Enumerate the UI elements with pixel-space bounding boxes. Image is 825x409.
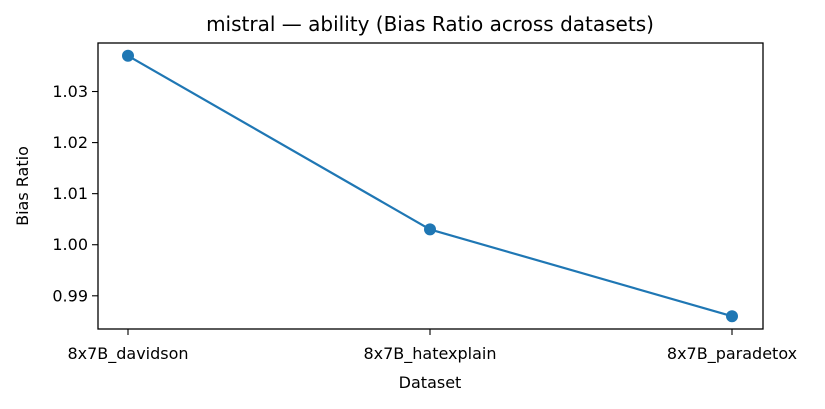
y-tick-label: 1.02 bbox=[52, 133, 88, 152]
x-tick-label: 8x7B_hatexplain bbox=[363, 344, 496, 364]
data-point-8x7B_davidson[interactable] bbox=[122, 49, 134, 62]
y-tick-label: 1.00 bbox=[52, 235, 88, 254]
data-point-8x7B_hatexplain[interactable] bbox=[424, 223, 436, 236]
y-axis-ticks: 0.99 1.00 1.01 1.02 1.03 bbox=[52, 82, 98, 305]
y-tick-label: 0.99 bbox=[52, 286, 88, 305]
y-axis-title: Bias Ratio bbox=[13, 146, 32, 226]
y-tick-label: 1.01 bbox=[52, 184, 88, 203]
data-point-8x7B_paradetox[interactable] bbox=[726, 310, 738, 323]
series-line bbox=[127, 54, 733, 318]
x-axis-ticks: 8x7B_davidson 8x7B_hatexplain 8x7B_paradet… bbox=[67, 329, 797, 364]
x-tick-label: 8x7B_davidson bbox=[67, 344, 188, 364]
y-tick-label: 1.03 bbox=[52, 82, 88, 101]
x-axis-title: Dataset bbox=[399, 373, 462, 392]
x-tick-label: 8x7B_paradetox bbox=[667, 344, 797, 364]
chart-title: mistral — ability (Bias Ratio across dat… bbox=[206, 12, 654, 36]
plot-area-frame bbox=[97, 42, 764, 330]
series-layer bbox=[122, 49, 738, 323]
